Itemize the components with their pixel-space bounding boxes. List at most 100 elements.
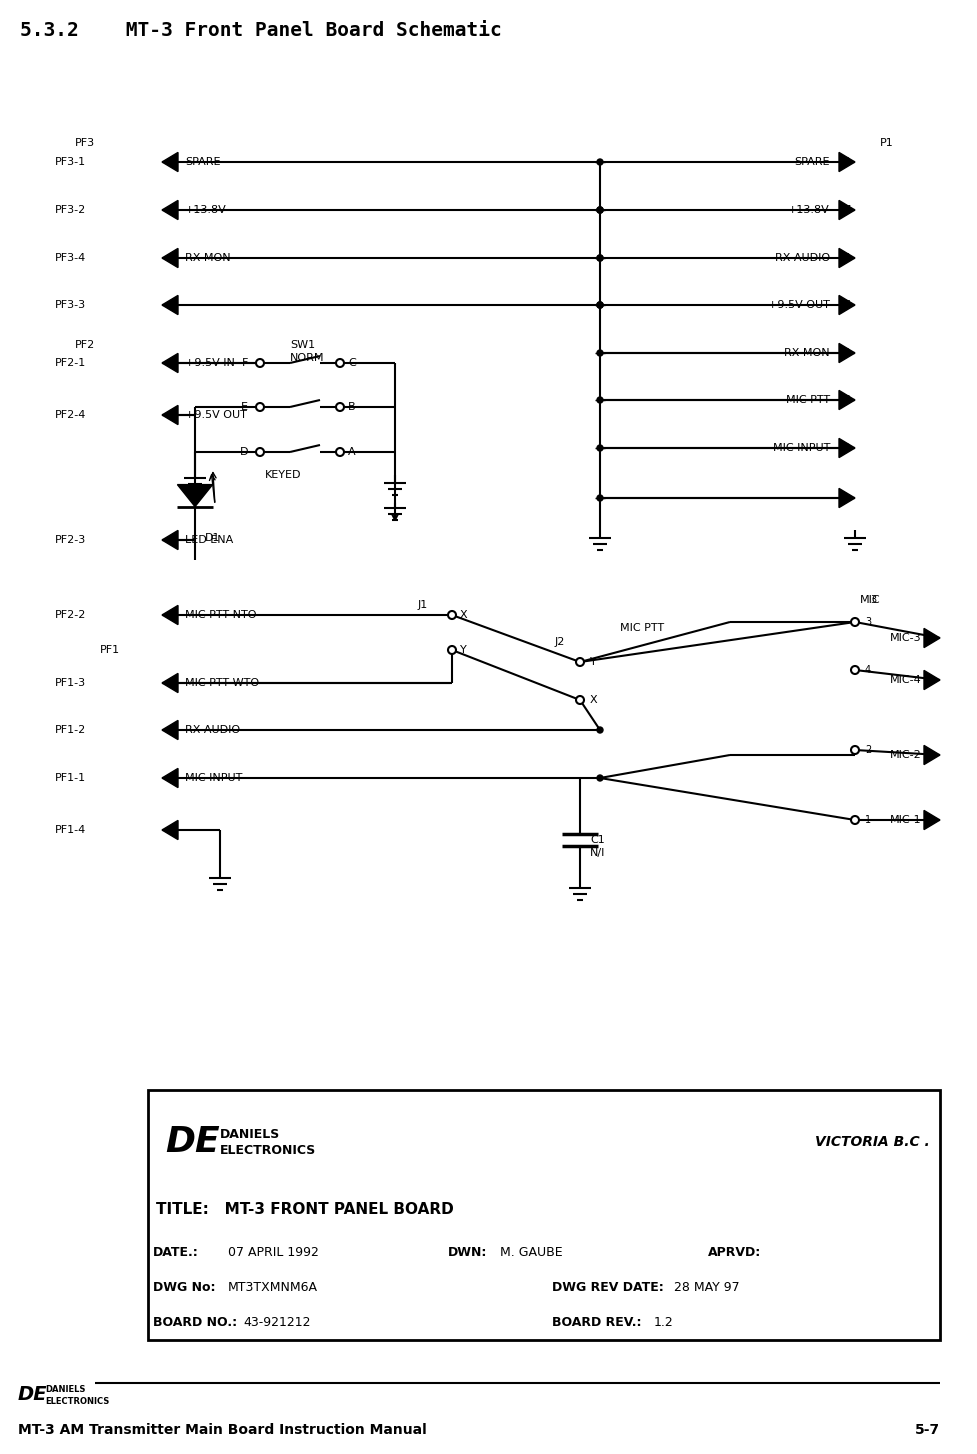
Circle shape bbox=[850, 618, 858, 627]
Text: C1: C1 bbox=[589, 835, 604, 845]
Text: 3: 3 bbox=[170, 300, 176, 310]
Polygon shape bbox=[177, 484, 212, 506]
Text: APRVD:: APRVD: bbox=[707, 1246, 760, 1259]
Text: 5.3.2    MT-3 Front Panel Board Schematic: 5.3.2 MT-3 Front Panel Board Schematic bbox=[20, 20, 501, 39]
Text: DWG REV DATE:: DWG REV DATE: bbox=[551, 1281, 663, 1294]
Text: MIC-4: MIC-4 bbox=[889, 675, 920, 685]
Text: J1: J1 bbox=[417, 601, 428, 611]
Circle shape bbox=[596, 254, 603, 262]
Circle shape bbox=[256, 448, 264, 457]
Text: MIC PTT: MIC PTT bbox=[619, 622, 663, 632]
Text: F: F bbox=[241, 358, 248, 368]
Text: C: C bbox=[348, 358, 356, 368]
Text: ELECTRONICS: ELECTRONICS bbox=[45, 1397, 109, 1406]
Circle shape bbox=[256, 403, 264, 411]
Text: RX MON: RX MON bbox=[185, 253, 231, 263]
Text: 3: 3 bbox=[864, 616, 871, 627]
Circle shape bbox=[596, 302, 603, 308]
Text: VICTORIA B.C .: VICTORIA B.C . bbox=[815, 1136, 929, 1150]
Circle shape bbox=[596, 302, 603, 308]
Text: DE: DE bbox=[165, 1125, 220, 1159]
Polygon shape bbox=[923, 628, 939, 647]
Text: 43-921212: 43-921212 bbox=[242, 1316, 310, 1329]
Text: 1: 1 bbox=[843, 493, 849, 503]
Text: 28 MAY 97: 28 MAY 97 bbox=[673, 1281, 739, 1294]
Bar bbox=[148, 1090, 939, 1341]
Text: N/I: N/I bbox=[589, 848, 605, 858]
Circle shape bbox=[336, 359, 344, 366]
Polygon shape bbox=[162, 201, 178, 220]
Circle shape bbox=[447, 646, 455, 654]
Polygon shape bbox=[162, 673, 178, 692]
Text: 2: 2 bbox=[170, 205, 176, 215]
Text: 4: 4 bbox=[170, 824, 176, 835]
Text: +13.8V: +13.8V bbox=[185, 205, 227, 215]
Text: DWG No:: DWG No: bbox=[152, 1281, 215, 1294]
Text: +9.5V OUT: +9.5V OUT bbox=[185, 410, 246, 420]
Text: PF3: PF3 bbox=[75, 138, 95, 148]
Text: RX MON: RX MON bbox=[784, 348, 829, 358]
Text: PF2-4: PF2-4 bbox=[55, 410, 86, 420]
Text: 07 APRIL 1992: 07 APRIL 1992 bbox=[228, 1246, 319, 1259]
Text: 6: 6 bbox=[843, 253, 849, 263]
Text: A: A bbox=[348, 446, 356, 457]
Text: PF2: PF2 bbox=[75, 340, 95, 350]
Text: DANIELS: DANIELS bbox=[220, 1128, 280, 1141]
Polygon shape bbox=[838, 343, 854, 362]
Polygon shape bbox=[162, 768, 178, 788]
Text: PF3-2: PF3-2 bbox=[55, 205, 86, 215]
Text: PF1-1: PF1-1 bbox=[55, 774, 86, 784]
Polygon shape bbox=[162, 153, 178, 172]
Text: 2: 2 bbox=[170, 726, 176, 736]
Text: D1: D1 bbox=[205, 534, 220, 542]
Text: PF2-1: PF2-1 bbox=[55, 358, 86, 368]
Text: DE: DE bbox=[18, 1386, 48, 1405]
Text: Y: Y bbox=[589, 657, 596, 667]
Polygon shape bbox=[162, 720, 178, 740]
Text: M. GAUBE: M. GAUBE bbox=[499, 1246, 562, 1259]
Text: 8: 8 bbox=[843, 157, 849, 167]
Polygon shape bbox=[162, 605, 178, 625]
Text: MIC INPUT: MIC INPUT bbox=[185, 774, 242, 784]
Text: PF1-3: PF1-3 bbox=[55, 678, 86, 688]
Text: 4: 4 bbox=[170, 253, 176, 263]
Text: PF1-4: PF1-4 bbox=[55, 824, 86, 835]
Text: RX AUDIO: RX AUDIO bbox=[185, 726, 240, 736]
Polygon shape bbox=[838, 201, 854, 220]
Text: P1: P1 bbox=[879, 138, 893, 148]
Text: MT3TXMNM6A: MT3TXMNM6A bbox=[228, 1281, 318, 1294]
Text: 3: 3 bbox=[843, 395, 849, 406]
Text: +9.5V IN: +9.5V IN bbox=[185, 358, 234, 368]
Text: 1: 1 bbox=[170, 157, 176, 167]
Text: LED ENA: LED ENA bbox=[185, 535, 233, 545]
Circle shape bbox=[336, 448, 344, 457]
Text: PF2-2: PF2-2 bbox=[55, 611, 86, 619]
Text: DANIELS: DANIELS bbox=[45, 1386, 85, 1394]
Text: 2: 2 bbox=[864, 744, 871, 755]
Text: DATE.:: DATE.: bbox=[152, 1246, 198, 1259]
Polygon shape bbox=[923, 810, 939, 830]
Text: MIC-3: MIC-3 bbox=[889, 632, 920, 643]
Circle shape bbox=[256, 359, 264, 366]
Text: DWN:: DWN: bbox=[447, 1246, 487, 1259]
Text: J2: J2 bbox=[554, 637, 565, 647]
Circle shape bbox=[596, 350, 603, 356]
Polygon shape bbox=[923, 746, 939, 765]
Text: +13.8V: +13.8V bbox=[787, 205, 829, 215]
Text: 2: 2 bbox=[843, 443, 849, 454]
Circle shape bbox=[850, 666, 858, 675]
Text: SW1: SW1 bbox=[290, 340, 315, 350]
Text: MIC-1: MIC-1 bbox=[889, 816, 920, 824]
Text: Y: Y bbox=[459, 646, 466, 654]
Text: B: B bbox=[348, 401, 356, 411]
Text: 4: 4 bbox=[843, 348, 849, 358]
Polygon shape bbox=[162, 249, 178, 268]
Text: MIC INPUT: MIC INPUT bbox=[772, 443, 829, 454]
Circle shape bbox=[596, 206, 603, 212]
Polygon shape bbox=[162, 531, 178, 550]
Text: D: D bbox=[239, 446, 248, 457]
Text: PF3-1: PF3-1 bbox=[55, 157, 86, 167]
Circle shape bbox=[447, 611, 455, 619]
Circle shape bbox=[596, 775, 603, 781]
Polygon shape bbox=[162, 406, 178, 425]
